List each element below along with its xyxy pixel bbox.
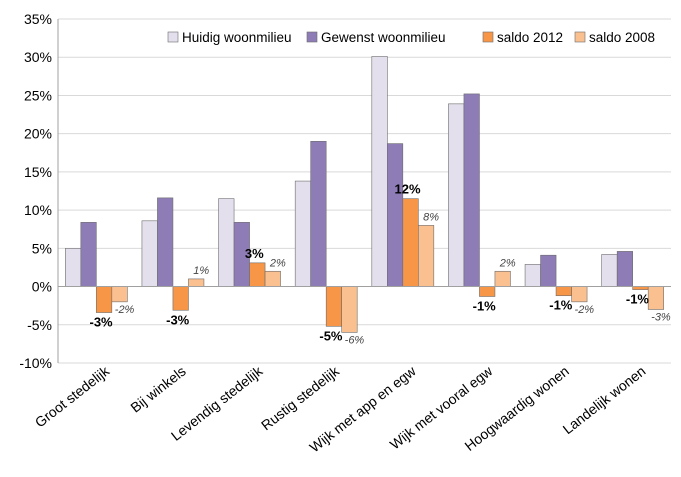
bar-saldo-2008 (647, 286, 664, 310)
y-axis: -10% -5% 0% 5% 10% 15% 20% 25% 30% 35% (19, 11, 59, 371)
data-label-saldo-2008: -6% (345, 334, 365, 346)
y-tick-label: 35% (24, 11, 52, 27)
data-label-saldo-2008: 8% (423, 211, 439, 223)
data-label-saldo-2012: -1% (473, 298, 497, 313)
bar-huidig-woonmilieu (601, 254, 618, 287)
data-labels: -3% -3%3%-5%12%-1% -1% -1%-2%1%2%-6%8%2%-2%… (90, 182, 671, 347)
bar-saldo-2008 (188, 278, 205, 287)
legend-swatch (574, 31, 586, 43)
bar-saldo-2012 (96, 286, 113, 313)
bar-gewenst-woonmilieu (80, 222, 97, 287)
y-tick-label: 5% (32, 240, 52, 256)
data-label-saldo-2008: -3% (651, 311, 671, 323)
bars (65, 56, 664, 333)
x-category-label: Landelijk wonen (560, 363, 649, 437)
legend-label: saldo 2012 (497, 30, 563, 45)
y-tick-label: 0% (32, 279, 52, 295)
data-label-saldo-2008: 1% (193, 265, 209, 277)
bar-gewenst-woonmilieu (616, 251, 633, 287)
bar-gewenst-woonmilieu (463, 93, 480, 287)
bar-gewenst-woonmilieu (387, 143, 404, 287)
data-label-saldo-2008: 2% (269, 257, 286, 269)
data-label-saldo-2008: -2% (115, 304, 135, 316)
bar-huidig-woonmilieu (65, 248, 82, 287)
bar-saldo-2008 (341, 286, 358, 333)
y-tick-label: 20% (24, 126, 52, 142)
legend-swatch (306, 31, 318, 43)
legend-label: saldo 2008 (589, 30, 655, 45)
data-label-saldo-2012: -1% (549, 298, 573, 313)
bar-gewenst-woonmilieu (157, 197, 174, 287)
bar-huidig-woonmilieu (524, 264, 541, 287)
legend-swatch (167, 31, 179, 43)
bar-huidig-woonmilieu (218, 198, 235, 287)
bar-saldo-2008 (418, 225, 435, 287)
bar-gewenst-woonmilieu (310, 141, 327, 287)
data-label-saldo-2012: -3% (166, 312, 190, 327)
bar-saldo-2012 (172, 286, 189, 311)
y-tick-label: 30% (24, 49, 52, 65)
data-label-saldo-2008: 2% (499, 257, 516, 269)
bar-saldo-2008 (264, 270, 281, 287)
legend-swatch (482, 31, 494, 43)
data-label-saldo-2012: -3% (90, 315, 114, 330)
x-category-label: Bij winkels (127, 363, 188, 416)
bar-saldo-2008 (494, 270, 511, 287)
bar-huidig-woonmilieu (141, 220, 158, 287)
bar-huidig-woonmilieu (294, 180, 311, 287)
bar-saldo-2008 (111, 286, 128, 303)
y-tick-label: 25% (24, 87, 52, 103)
y-tick-label: -10% (19, 355, 52, 371)
data-label-saldo-2012: -5% (319, 328, 343, 343)
x-category-label: Rustig stedelijk (258, 362, 343, 433)
legend: Huidig woonmilieu Gewenst woonmilieu saldo… (167, 30, 655, 45)
y-tick-label: -5% (27, 317, 52, 333)
bar-saldo-2012 (402, 198, 419, 287)
legend-label: Huidig woonmilieu (182, 30, 292, 45)
bar-saldo-2012 (555, 286, 572, 297)
x-category-label: Groot stedelijk (32, 362, 113, 430)
y-tick-label: 15% (24, 164, 52, 180)
bar-huidig-woonmilieu (371, 56, 388, 287)
bar-saldo-2008 (571, 286, 588, 303)
data-label-saldo-2012: -1% (626, 292, 650, 307)
bar-saldo-2012 (479, 286, 496, 297)
legend-label: Gewenst woonmilieu (321, 30, 446, 45)
data-label-saldo-2008: -2% (575, 304, 595, 316)
bar-saldo-2012 (325, 286, 342, 327)
bar-huidig-woonmilieu (448, 103, 465, 287)
data-label-saldo-2012: 3% (245, 246, 264, 261)
y-tick-label: 10% (24, 202, 52, 218)
data-label-saldo-2012: 12% (395, 182, 421, 197)
bar-saldo-2012 (249, 262, 266, 287)
bar-gewenst-woonmilieu (540, 254, 557, 287)
